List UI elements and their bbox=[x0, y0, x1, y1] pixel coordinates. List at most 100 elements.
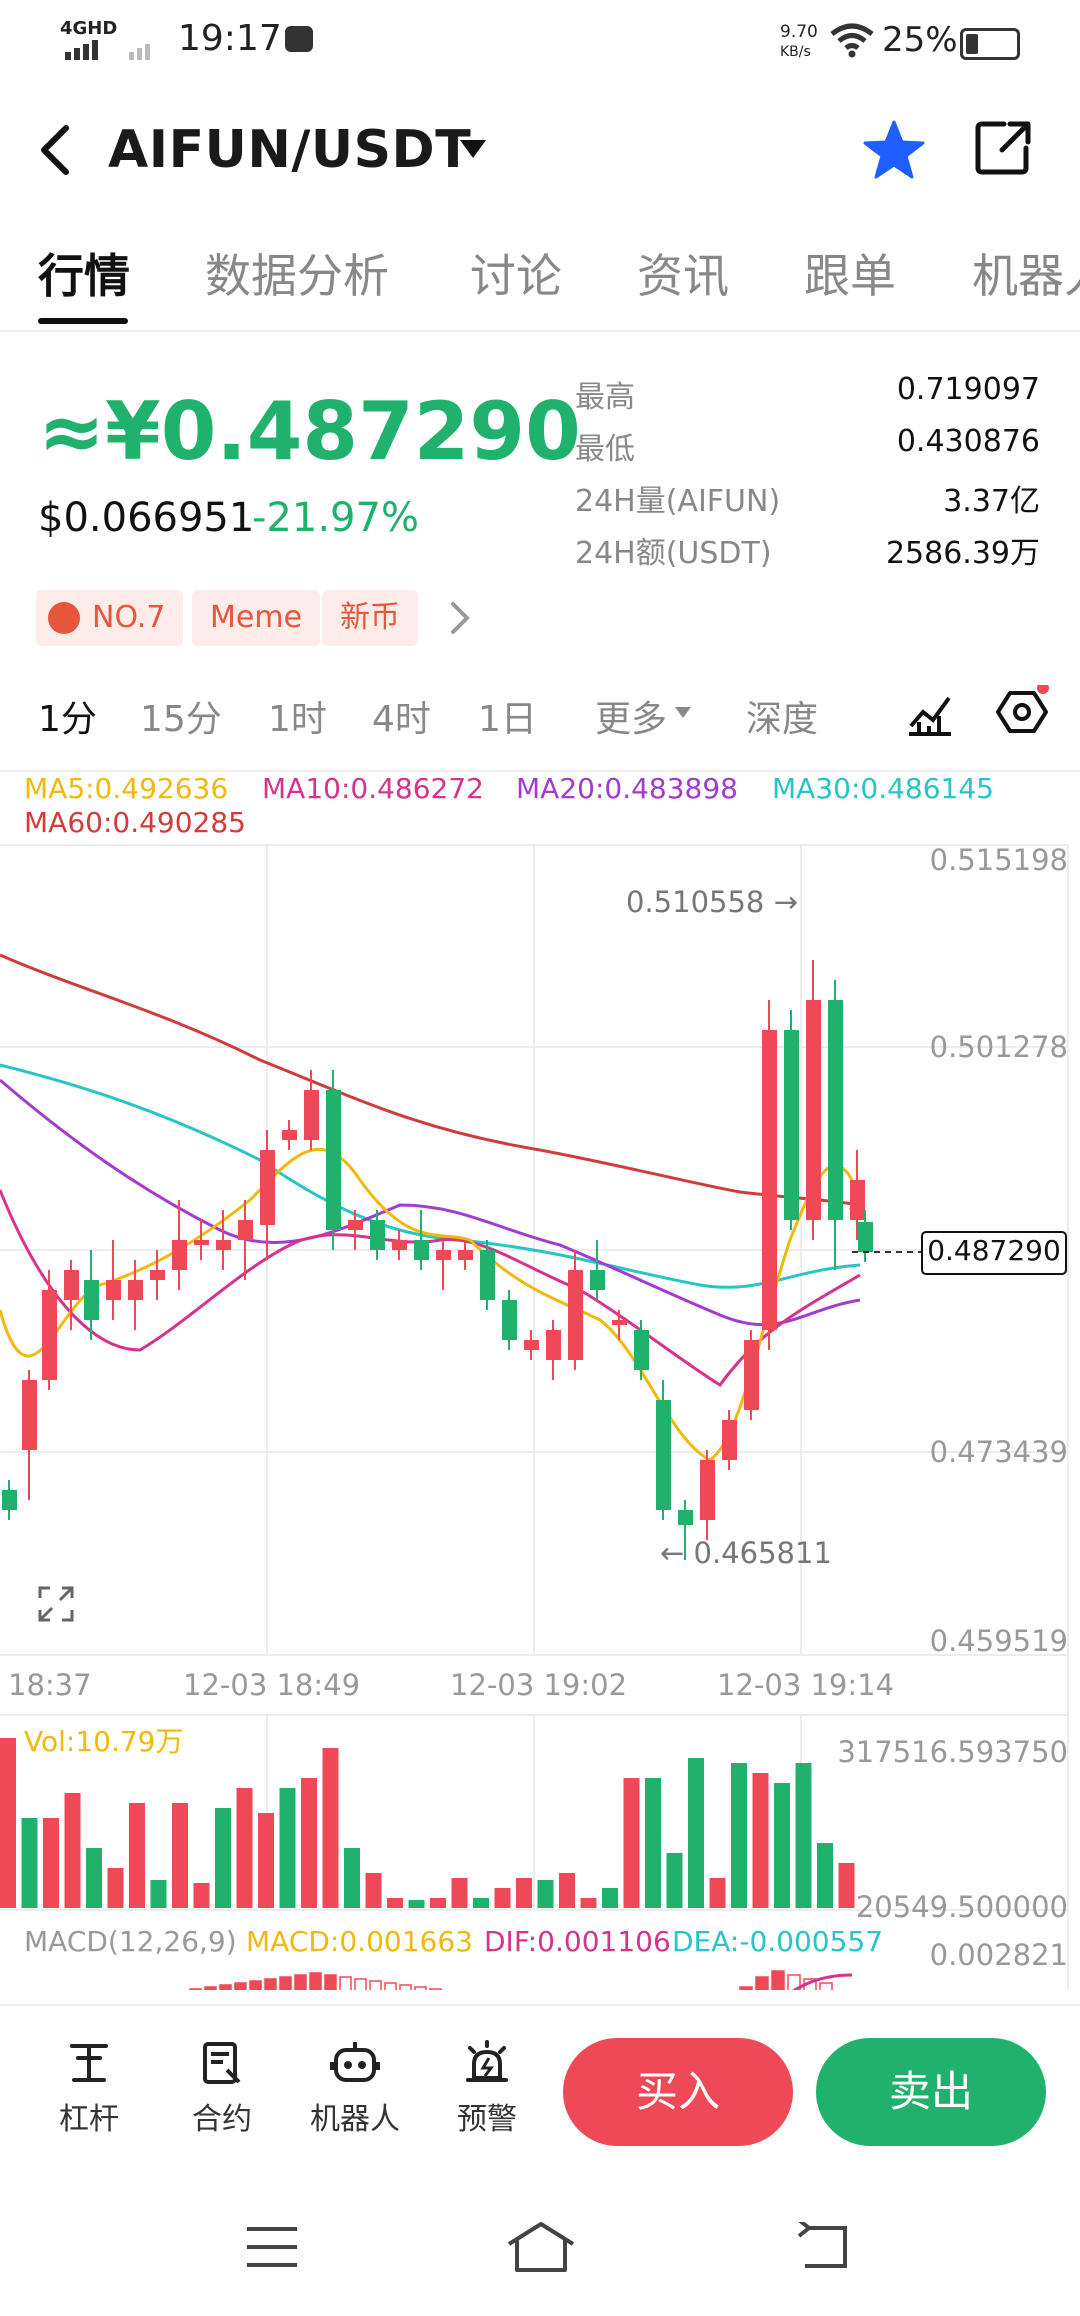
candle-body bbox=[370, 1220, 385, 1250]
macd-bar bbox=[384, 1982, 397, 1990]
tf-1m[interactable]: 1分 bbox=[38, 699, 97, 740]
bottom-bar-divider bbox=[0, 2004, 1080, 2006]
new-coin-tag[interactable]: 新币 bbox=[322, 590, 418, 646]
volume-bar bbox=[408, 1900, 425, 1908]
stat-high-label: 最高 bbox=[575, 380, 635, 415]
tf-4h[interactable]: 4时 bbox=[372, 699, 431, 740]
tf-more[interactable]: 更多 bbox=[595, 699, 668, 740]
candle-body bbox=[172, 1240, 187, 1270]
candle-body bbox=[656, 1400, 671, 1510]
volume-bar bbox=[150, 1880, 167, 1908]
volume-bar bbox=[279, 1788, 296, 1908]
volume-bar bbox=[817, 1843, 833, 1908]
volume-bar bbox=[258, 1813, 274, 1908]
macd-bar bbox=[249, 1980, 262, 1990]
candle-body bbox=[502, 1300, 517, 1340]
y-axis-label-top: 0.515198 bbox=[929, 843, 1068, 877]
battery-percent: 25% bbox=[882, 20, 958, 60]
battery-icon bbox=[960, 28, 1020, 60]
candle-body bbox=[260, 1150, 275, 1225]
current-price-box bbox=[921, 1231, 1067, 1275]
robot-icon bbox=[330, 2042, 380, 2082]
candle-body bbox=[282, 1130, 297, 1140]
candle-body bbox=[568, 1270, 583, 1360]
candle-body bbox=[722, 1420, 737, 1460]
bottom-contract[interactable]: 合约 bbox=[167, 2040, 277, 2138]
macd-bar bbox=[309, 1972, 322, 1990]
bottom-alarm[interactable]: 预警 bbox=[432, 2040, 542, 2138]
bottom-leverage[interactable]: 杠杆 bbox=[34, 2040, 144, 2138]
signal-icon bbox=[65, 40, 150, 60]
volume-bar bbox=[193, 1883, 210, 1908]
expand-icon[interactable] bbox=[36, 1584, 76, 1624]
volume-bar bbox=[559, 1873, 575, 1908]
meme-tag[interactable]: Meme bbox=[192, 590, 321, 646]
volume-bar bbox=[387, 1898, 403, 1908]
candle-body bbox=[480, 1250, 495, 1300]
volume-bar bbox=[752, 1773, 769, 1908]
tf-1d[interactable]: 1日 bbox=[478, 699, 537, 740]
macd-bar bbox=[354, 1978, 367, 1990]
indicator-icon[interactable] bbox=[905, 690, 955, 740]
y-axis-label-bottom: 0.459519 bbox=[929, 1624, 1068, 1658]
more-dropdown-icon[interactable] bbox=[674, 706, 692, 720]
menu-icon[interactable] bbox=[245, 2225, 299, 2269]
tab-market[interactable]: 行情 bbox=[38, 249, 130, 303]
back-icon[interactable] bbox=[30, 120, 80, 180]
dif-value: DIF:0.001106 bbox=[484, 1925, 671, 1958]
back-nav-icon[interactable] bbox=[795, 2222, 855, 2272]
home-icon[interactable] bbox=[505, 2220, 577, 2274]
candle-body bbox=[392, 1240, 407, 1250]
macd-histogram bbox=[189, 1970, 833, 1990]
rank-tag[interactable]: NO.7 bbox=[36, 590, 184, 646]
volume-bar bbox=[322, 1748, 339, 1908]
volume-bar bbox=[0, 1738, 16, 1908]
status-time: 19:17 bbox=[178, 18, 282, 59]
rank-tag-label: NO.7 bbox=[92, 600, 166, 635]
candle-body bbox=[238, 1220, 253, 1240]
tf-depth[interactable]: 深度 bbox=[746, 699, 819, 740]
tf-1h[interactable]: 1时 bbox=[268, 699, 327, 740]
candle-body bbox=[106, 1280, 121, 1300]
volume-bar bbox=[451, 1878, 468, 1908]
macd-bar bbox=[399, 1984, 412, 1990]
pair-title[interactable]: AIFUN/USDT bbox=[108, 120, 472, 180]
volume-bar bbox=[64, 1793, 81, 1908]
stat-low-label: 最低 bbox=[575, 432, 635, 467]
sell-button[interactable]: 卖出 bbox=[816, 2038, 1046, 2146]
dropdown-icon[interactable] bbox=[458, 138, 488, 162]
macd-bar bbox=[787, 1974, 801, 1990]
candle-body bbox=[546, 1330, 561, 1360]
macd-bar bbox=[819, 1982, 833, 1990]
volume-bar bbox=[86, 1848, 102, 1908]
candle-body bbox=[634, 1330, 649, 1370]
macd-bar bbox=[234, 1982, 247, 1990]
tab-news[interactable]: 资讯 bbox=[637, 249, 729, 303]
settings-icon[interactable] bbox=[995, 685, 1049, 739]
ma20-line bbox=[0, 1078, 861, 1327]
tab-data-analysis[interactable]: 数据分析 bbox=[205, 249, 389, 303]
star-icon[interactable] bbox=[862, 118, 926, 182]
volume-bar bbox=[774, 1783, 790, 1908]
buy-button[interactable]: 买入 bbox=[563, 2038, 793, 2146]
bottom-robot[interactable]: 机器人 bbox=[300, 2040, 410, 2138]
tf-15m[interactable]: 15分 bbox=[140, 699, 222, 740]
alarm-icon bbox=[466, 2040, 508, 2082]
chevron-right-icon[interactable] bbox=[445, 600, 475, 636]
kline-chart[interactable] bbox=[0, 840, 1080, 1990]
volume-bar bbox=[473, 1898, 489, 1908]
candle-body bbox=[304, 1090, 319, 1140]
share-icon[interactable] bbox=[974, 118, 1034, 178]
rank-badge-icon bbox=[48, 602, 80, 634]
tab-robot[interactable]: 机器人 bbox=[972, 249, 1080, 303]
volume-bar bbox=[645, 1778, 661, 1908]
tab-copy-trade[interactable]: 跟单 bbox=[804, 249, 896, 303]
candle-body bbox=[858, 1222, 873, 1252]
bottom-alarm-label: 预警 bbox=[457, 2102, 517, 2137]
tab-discussion[interactable]: 讨论 bbox=[470, 249, 562, 303]
x-axis-label-3: 12-03 19:02 bbox=[450, 1668, 628, 1702]
y-axis-label-2: 0.501278 bbox=[929, 1030, 1068, 1064]
volume-bar bbox=[795, 1763, 812, 1908]
macd-bar bbox=[339, 1976, 352, 1990]
macd-bar bbox=[279, 1976, 292, 1990]
